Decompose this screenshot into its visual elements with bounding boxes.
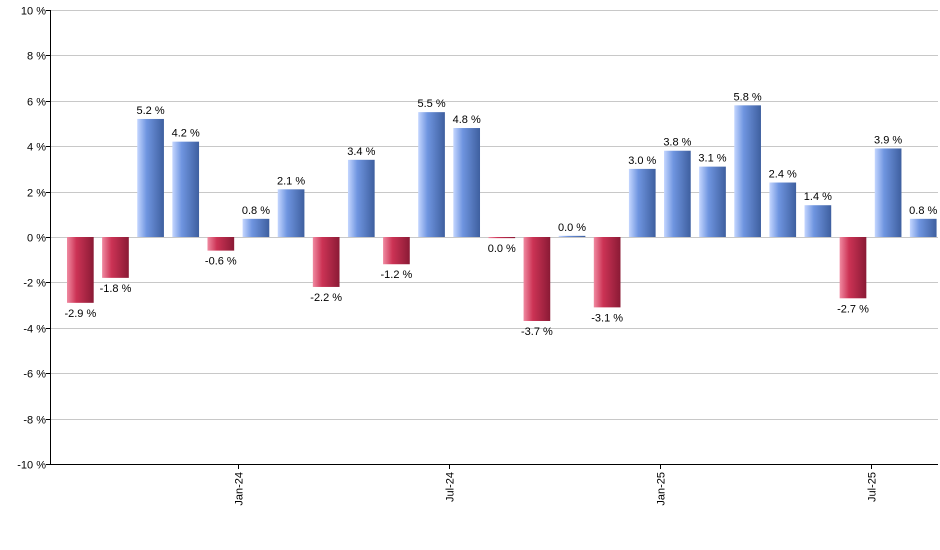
x-tick-label: Jan-24 xyxy=(234,472,246,506)
bar-value-label: 2.4 % xyxy=(769,169,797,181)
bar-value-label: 0.0 % xyxy=(488,243,516,255)
bar-positive xyxy=(172,141,200,237)
bar-positive xyxy=(909,218,937,237)
bar-value-label: 3.8 % xyxy=(663,137,691,149)
bar-value-label: 5.8 % xyxy=(734,91,762,103)
bar-positive xyxy=(137,118,164,237)
bar-positive xyxy=(453,128,481,237)
y-tick-label: 10 % xyxy=(21,6,46,18)
y-tick-label: -6 % xyxy=(23,369,46,381)
bar-positive xyxy=(347,159,375,237)
bar-negative xyxy=(523,237,551,321)
bar-negative xyxy=(102,237,129,278)
y-tick-label: 0 % xyxy=(27,233,46,245)
bar-negative xyxy=(312,237,340,287)
bar-positive xyxy=(664,150,691,237)
bar-positive xyxy=(242,218,270,237)
axes xyxy=(46,10,938,469)
bar-value-label: 4.2 % xyxy=(172,128,200,140)
bar-positive xyxy=(734,105,761,237)
bar-value-label: -2.2 % xyxy=(310,292,342,304)
bar-value-label: 5.2 % xyxy=(137,105,165,117)
bar-value-label: 0.8 % xyxy=(909,205,937,217)
y-tick-label: -2 % xyxy=(23,278,46,290)
bar-value-label: -2.7 % xyxy=(837,303,869,315)
bar-positive xyxy=(277,189,305,237)
bar-negative xyxy=(383,237,410,265)
bar-positive xyxy=(628,168,656,237)
bar-value-label: 3.4 % xyxy=(347,146,375,158)
labels: 10 % 8 % 6 % 4 % 2 % 0 % -2 % -4 % -6 % -8 % -10 %… xyxy=(17,6,937,506)
bar-positive xyxy=(558,235,586,237)
bar-value-label: -3.7 % xyxy=(521,326,553,338)
bar-positive xyxy=(874,148,902,237)
bar-value-label: 4.8 % xyxy=(453,114,481,126)
y-tick-label: 8 % xyxy=(27,51,46,63)
y-tick-label: -8 % xyxy=(23,415,46,427)
bar-positive xyxy=(769,182,797,237)
x-tick-label: Jul-24 xyxy=(445,472,457,502)
y-tick-label: 4 % xyxy=(27,142,46,154)
bar-value-label: 2.1 % xyxy=(277,175,305,187)
bar-positive xyxy=(418,112,445,237)
x-tick-label: Jul-25 xyxy=(867,472,879,502)
bar-value-label: -1.2 % xyxy=(381,269,413,281)
x-tick-label: Jan-25 xyxy=(656,472,668,506)
bar-negative xyxy=(207,237,235,251)
bar-value-label: 1.4 % xyxy=(804,191,832,203)
bar-value-label: 5.5 % xyxy=(417,98,445,110)
bar-value-label: 0.8 % xyxy=(242,205,270,217)
bar-value-label: 3.9 % xyxy=(874,134,902,146)
bar-negative xyxy=(488,237,516,239)
y-tick-label: -4 % xyxy=(23,324,46,336)
bar-negative xyxy=(839,237,867,299)
y-tick-label: 2 % xyxy=(27,188,46,200)
bars xyxy=(67,105,937,321)
bar-value-label: -1.8 % xyxy=(100,283,132,295)
bar-positive xyxy=(699,166,726,237)
bar-value-label: -2.9 % xyxy=(64,308,96,320)
bar-value-label: -3.1 % xyxy=(591,312,623,324)
bar-positive xyxy=(804,205,832,237)
bar-value-label: 3.1 % xyxy=(698,153,726,165)
bar-negative xyxy=(593,237,621,308)
y-tick-label: -10 % xyxy=(17,460,46,472)
y-tick-label: 6 % xyxy=(27,97,46,109)
bar-value-label: 3.0 % xyxy=(628,155,656,167)
bar-value-label: -0.6 % xyxy=(205,256,237,268)
bar-value-label: 0.0 % xyxy=(558,222,586,234)
bar-negative xyxy=(67,237,94,303)
